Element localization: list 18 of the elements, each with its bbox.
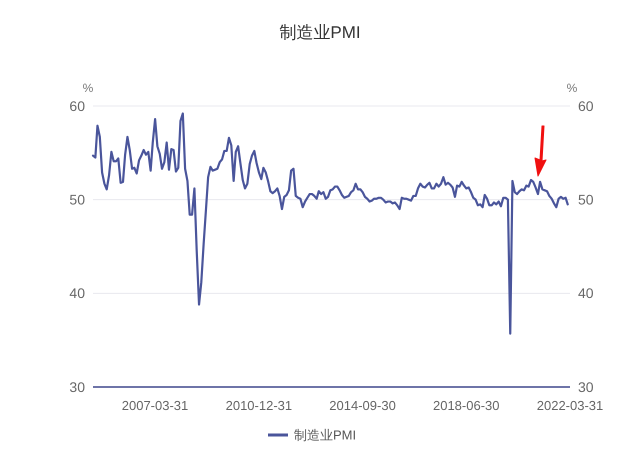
line-series: [92, 112, 569, 335]
y-tick-label: 60: [69, 98, 86, 114]
chart-title: 制造业PMI: [279, 23, 361, 42]
y-tick-label: 40: [69, 285, 86, 302]
x-tick-label: 2007-03-31: [122, 398, 188, 413]
y-tick-label: 50: [69, 192, 86, 208]
y2-tick-label: 30: [578, 378, 594, 395]
y-axis-title: %: [82, 81, 94, 95]
y-tick-label: 30: [69, 378, 86, 395]
x-tick-label: 2014-09-30: [329, 398, 396, 413]
y2-tick-label: 60: [578, 98, 594, 114]
y2-tick-label: 50: [578, 192, 594, 208]
legend-label: 制造业PMI: [294, 428, 356, 443]
x-tick-label: 2022-03-31: [536, 398, 604, 413]
y2-axis-title: %: [566, 81, 578, 95]
x-tick-label: 2010-12-31: [226, 398, 292, 413]
x-tick-label: 2018-06-30: [432, 398, 500, 413]
y2-tick-label: 40: [578, 285, 594, 302]
